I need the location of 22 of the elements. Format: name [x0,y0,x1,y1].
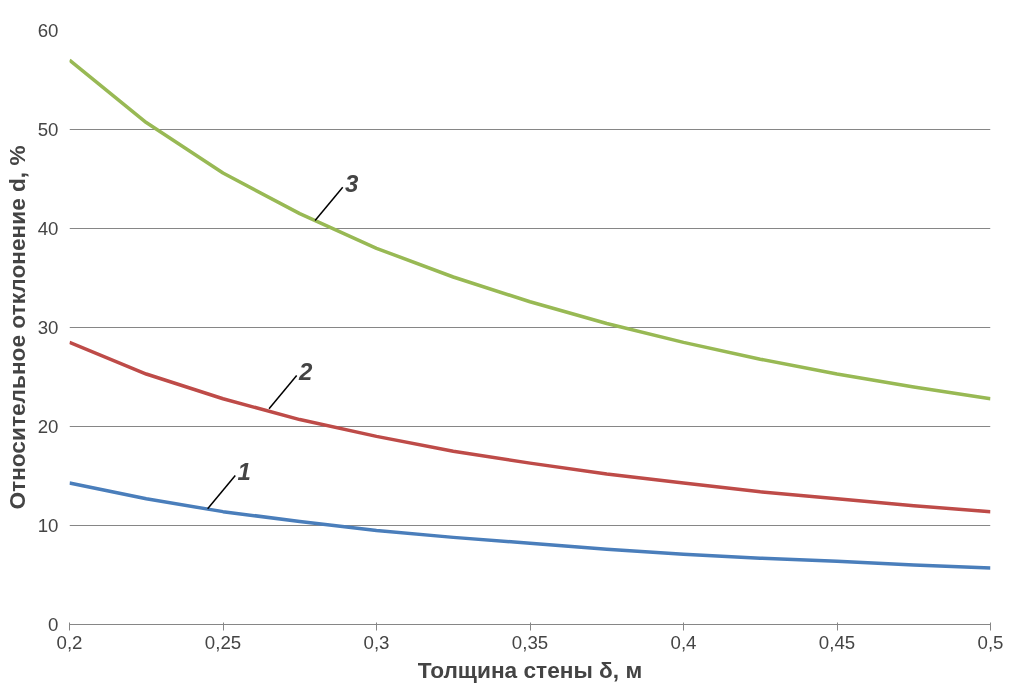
x-tick-label: 0,4 [670,631,697,653]
y-tick-label: 10 [37,515,59,536]
line-series [69,340,991,514]
annotation: 1 [237,458,251,486]
y-tick-label: 0 [48,614,59,635]
annotation: 2 [297,358,313,386]
line-series [69,58,991,401]
x-tick-label: 0,35 [511,631,549,653]
x-tick-label: 0,5 [977,631,1004,653]
y-axis-title: Относительное отклонение d, % [3,145,30,510]
x-tick-label: 0,3 [363,631,390,653]
x-tick-label: 0,45 [818,631,856,653]
y-tick-label: 50 [37,119,59,140]
y-tick-label: 40 [37,218,59,239]
x-axis-title: Толщина стены δ, м [417,656,643,683]
x-tick-label: 0,25 [204,631,242,653]
y-tick-label: 30 [37,317,59,338]
y-tick-label: 20 [37,416,59,437]
y-tick-label: 60 [37,20,59,41]
annotation: 3 [345,170,360,198]
x-tick-label: 0,2 [56,631,83,653]
line-series [69,481,991,570]
